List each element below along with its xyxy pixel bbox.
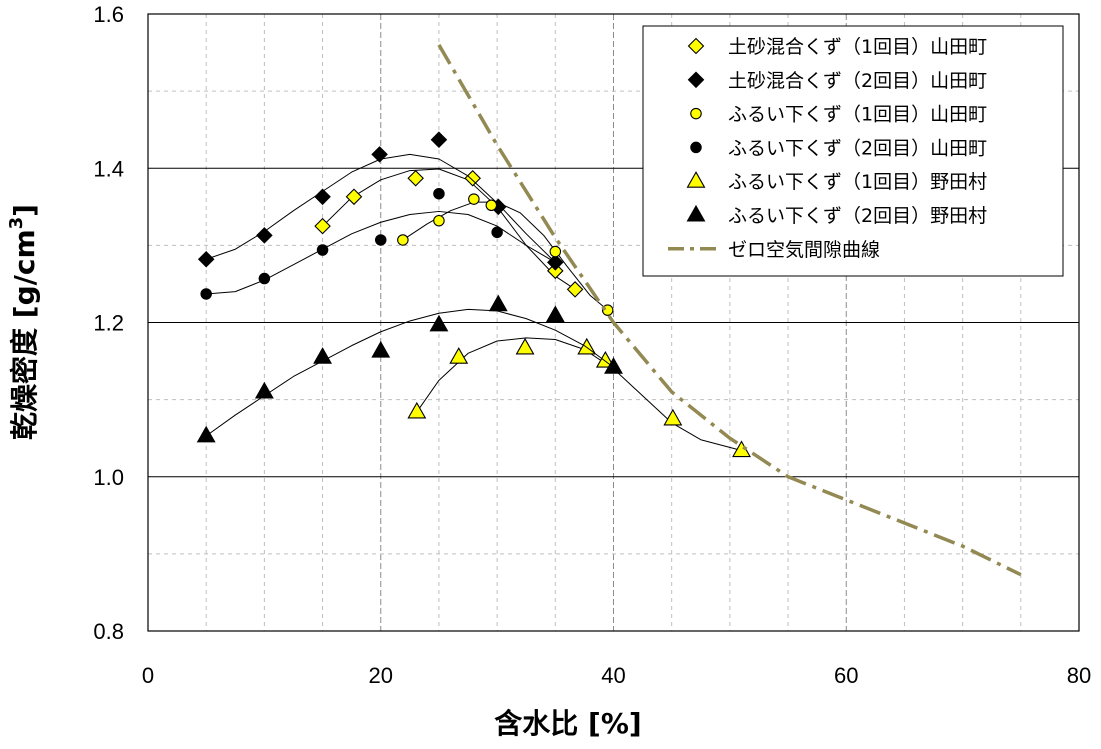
x-axis-title: 含水比 [%] <box>494 707 641 740</box>
data-point <box>663 408 683 426</box>
data-point <box>430 131 448 148</box>
zero-air-voids-line <box>437 43 1022 577</box>
legend-swatch <box>686 204 706 222</box>
data-point <box>371 146 388 163</box>
y-tick-label: 0.8 <box>93 619 124 644</box>
data-point <box>429 314 449 332</box>
series-5 <box>407 337 751 458</box>
y-tick-label: 1.4 <box>93 156 124 181</box>
fit-curve <box>205 308 614 437</box>
series-6 <box>196 294 623 443</box>
data-point <box>464 169 481 187</box>
legend: 土砂混合くず（1回目）山田町土砂混合くず（2回目）山田町ふるい下くず（1回目）山… <box>642 25 1064 277</box>
x-tick-label: 60 <box>834 663 858 688</box>
x-axis-ticks: 0 20 40 60 80 <box>142 663 1091 688</box>
data-point <box>433 187 445 200</box>
fit-curve <box>322 168 576 290</box>
y-tick-label: 1.6 <box>93 2 124 27</box>
data-point <box>397 234 409 246</box>
data-point <box>468 193 480 205</box>
data-point <box>566 281 584 298</box>
y-axis-ticks: 0.8 1.0 1.2 1.4 1.6 <box>93 2 124 644</box>
data-point <box>197 250 215 268</box>
data-point <box>488 294 508 312</box>
plot-area <box>147 13 1080 632</box>
x-tick-label: 80 <box>1067 663 1091 688</box>
data-point <box>374 234 387 246</box>
data-point <box>256 227 273 244</box>
legend-label: ゼロ空気間隙曲線 <box>728 239 880 261</box>
data-point <box>485 199 498 212</box>
series-7 <box>437 43 1022 577</box>
x-tick-label: 20 <box>369 663 393 688</box>
legend-swatch <box>686 171 706 188</box>
x-tick-label: 40 <box>601 663 625 688</box>
y-axis-title: 乾燥密度 [g/cm3] <box>6 204 41 440</box>
data-point <box>549 256 562 269</box>
legend-label: 土砂混合くず（1回目）山田町 <box>728 36 987 58</box>
legend-label: 土砂混合くず（2回目）山田町 <box>728 70 987 92</box>
legend-swatch <box>687 37 705 55</box>
legend-items: 土砂混合くず（1回目）山田町土砂混合くず（2回目）山田町ふるい下くず（1回目）山… <box>668 36 987 261</box>
data-point <box>313 347 333 364</box>
data-point <box>595 350 615 368</box>
data-point <box>433 214 445 227</box>
data-point <box>549 245 562 258</box>
legend-label: ふるい下くず（1回目）野田村 <box>728 171 987 193</box>
series <box>196 43 1022 577</box>
series-1 <box>314 168 584 298</box>
data-point <box>196 425 216 443</box>
legend-box <box>642 25 1064 277</box>
data-point <box>316 244 329 256</box>
data-point <box>314 217 331 235</box>
data-point <box>545 305 565 323</box>
data-point <box>314 188 331 206</box>
data-point <box>371 340 391 358</box>
data-point <box>254 381 274 399</box>
legend-label: ふるい下くず（2回目）山田町 <box>728 137 987 159</box>
data-point <box>547 262 564 280</box>
legend-swatch <box>690 107 702 120</box>
fit-curve <box>416 337 742 452</box>
x-tick-label: 0 <box>142 663 154 688</box>
series-3 <box>397 193 614 316</box>
legend-swatch <box>687 71 705 89</box>
legend-label: ふるい下くず（1回目）山田町 <box>728 104 987 126</box>
data-point <box>407 169 424 187</box>
data-point <box>491 226 503 239</box>
y-tick-label: 1.0 <box>93 465 124 490</box>
data-point <box>515 337 535 355</box>
y-tick-label: 1.2 <box>93 311 124 336</box>
data-point <box>258 272 271 285</box>
data-point <box>407 401 427 419</box>
data-point <box>604 357 623 374</box>
data-point <box>449 347 469 364</box>
data-point <box>345 188 363 206</box>
series-4 <box>200 187 562 300</box>
legend-swatch <box>690 141 702 154</box>
data-point <box>200 288 212 300</box>
legend-label: ふるい下くず（2回目）野田村 <box>728 205 987 227</box>
